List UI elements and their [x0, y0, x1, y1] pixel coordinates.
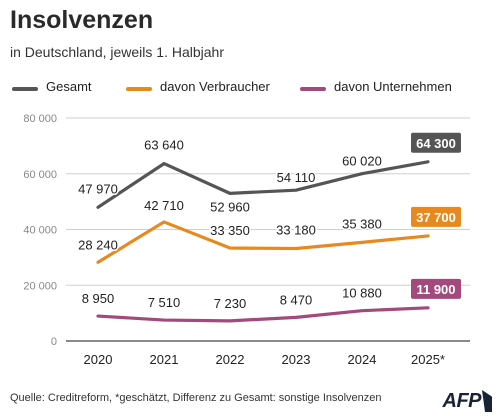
x-tick-label: 2025*	[411, 352, 445, 367]
x-tick-label: 2023	[282, 352, 311, 367]
x-tick-label: 2021	[150, 352, 179, 367]
afp-logo-mark	[482, 390, 492, 412]
data-label: 60 020	[342, 154, 382, 169]
data-label: 10 880	[342, 286, 382, 301]
data-label: 63 640	[144, 138, 184, 153]
y-tick-label: 40 000	[23, 225, 57, 237]
data-label: 42 710	[144, 198, 184, 213]
data-label: 35 380	[342, 216, 382, 231]
legend-swatch-unternehmen	[300, 87, 326, 91]
data-label: 52 960	[210, 199, 250, 214]
line-chart: 0 20 000 40 000 60 000 80 000 2020 2021 2022 202…	[23, 113, 470, 367]
x-tick-label: 2022	[216, 352, 245, 367]
legend-swatch-verbraucher	[126, 87, 152, 91]
data-label: 28 240	[78, 237, 118, 252]
series-line-0	[96, 160, 430, 209]
series-line-1	[96, 220, 430, 264]
data-label: 33 180	[276, 223, 316, 238]
data-label-box	[411, 278, 461, 299]
legend-label-gesamt: Gesamt	[46, 79, 92, 94]
y-tick-label: 60 000	[23, 169, 57, 181]
data-label: 8 950	[82, 291, 115, 306]
data-label-box	[411, 206, 461, 227]
data-label: 47 970	[78, 181, 118, 196]
legend-swatch-gesamt	[12, 87, 38, 91]
afp-logo-text: AFP	[442, 389, 482, 412]
chart-subtitle: in Deutschland, jeweils 1. Halbjahr	[10, 44, 224, 60]
data-label: 7 230	[214, 296, 247, 311]
source-note: Quelle: Creditreform, *geschätzt, Differ…	[10, 392, 382, 404]
data-label: 8 470	[280, 292, 313, 307]
data-label: 33 350	[210, 223, 250, 238]
x-tick-label: 2024	[348, 352, 377, 367]
data-label: 7 510	[148, 295, 181, 310]
y-tick-label: 20 000	[23, 280, 57, 292]
y-tick-label: 80 000	[23, 113, 57, 125]
x-tick-label: 2020	[84, 352, 113, 367]
data-label-highlight: 11 900	[416, 282, 455, 297]
legend-label-unternehmen: davon Unternehmen	[334, 79, 452, 94]
chart-title: Insolvenzen	[10, 6, 154, 34]
data-label-highlight: 64 300	[416, 136, 456, 151]
data-label: 54 110	[277, 170, 316, 185]
series-line-2	[96, 306, 430, 323]
legend-label-verbraucher: davon Verbraucher	[160, 79, 270, 94]
data-label-box	[411, 132, 461, 153]
afp-logo: AFP	[442, 389, 492, 412]
y-tick-label: 0	[51, 336, 57, 348]
data-label-highlight: 37 700	[416, 210, 456, 225]
